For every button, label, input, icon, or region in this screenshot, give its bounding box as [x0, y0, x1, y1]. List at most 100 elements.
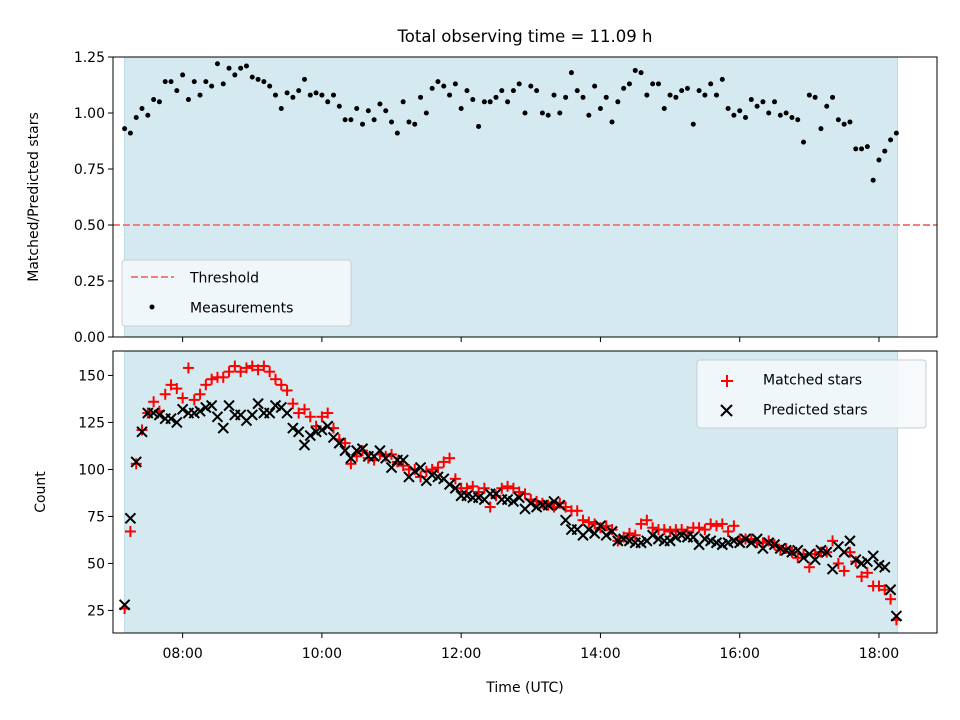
measurement-point [806, 92, 812, 98]
matched-star-point [519, 488, 531, 500]
measurement-point [435, 79, 441, 85]
figure-title: Total observing time = 11.09 h [397, 27, 653, 46]
predicted-star-point [867, 550, 879, 562]
predicted-star-point [333, 437, 346, 449]
predicted-star-point [356, 443, 369, 455]
measurement-point [180, 72, 186, 78]
count-y-tick-label: 150 [78, 368, 105, 384]
matched-star-point [780, 542, 792, 554]
measurement-point [191, 79, 197, 85]
count-x-tick-label: 10:00 [302, 646, 342, 662]
predicted-star-point [321, 420, 334, 432]
matched-star-point [873, 580, 885, 592]
count-x-tick-label: 14:00 [580, 646, 620, 662]
measurement-point [481, 99, 487, 105]
measurement-point [331, 92, 337, 98]
measurement-point [394, 130, 400, 136]
matched-star-point [856, 571, 868, 583]
matched-star-point [484, 501, 496, 513]
matched-star-point [449, 473, 461, 485]
measurement-point [377, 101, 383, 107]
matched-star-point [293, 407, 305, 419]
measurement-point [777, 112, 783, 118]
measurement-point [255, 76, 261, 82]
predicted-legend-label: Predicted stars [763, 403, 868, 419]
measurement-point [476, 123, 482, 129]
predicted-star-point [380, 452, 392, 464]
matched-star-point [699, 524, 711, 536]
matched-star-point [136, 424, 148, 436]
matched-star-point [206, 373, 218, 385]
matched-star-point [339, 437, 351, 449]
measurement-point [597, 106, 603, 112]
measurement-point [772, 99, 778, 105]
predicted-star-point [153, 409, 166, 421]
matched-stars-points [119, 360, 902, 626]
measurement-point [516, 81, 522, 87]
matched-star-point [577, 514, 589, 526]
measurement-point [557, 110, 563, 116]
measurement-point [545, 112, 551, 118]
ratio-y-tick-label: 0.00 [74, 330, 105, 346]
predicted-star-point [345, 452, 357, 464]
measurement-point [325, 99, 331, 105]
predicted-star-point [281, 407, 293, 419]
measurement-point [812, 94, 818, 100]
ratio-y-tick-label: 0.50 [74, 218, 105, 234]
matched-star-point [159, 388, 171, 400]
measurement-point [638, 70, 644, 76]
matched-star-point [426, 463, 438, 475]
count-y-tick-label: 100 [78, 462, 105, 478]
measurement-points [122, 61, 899, 183]
predicted-star-point [298, 439, 311, 451]
matched-star-point [130, 458, 142, 470]
matched-star-point [803, 561, 815, 573]
measurement-point [650, 81, 656, 87]
predicted-star-point [252, 397, 264, 410]
matched-star-point [171, 383, 183, 395]
measurement-point [673, 94, 679, 100]
measurement-point [336, 103, 342, 109]
count-y-tick-label: 75 [87, 509, 105, 525]
measurement-point [296, 88, 302, 94]
measurement-point [893, 130, 899, 136]
predicted-star-point [513, 491, 525, 504]
ratio-y-tick-label: 1.25 [74, 50, 105, 66]
matched-star-point [258, 360, 270, 372]
measurement-point [290, 94, 296, 100]
measurement-point [232, 72, 238, 78]
predicted-star-point [548, 495, 560, 508]
measurement-point [272, 92, 278, 98]
matched-star-point [165, 379, 177, 391]
measurement-point [876, 157, 882, 163]
matched-star-point [844, 546, 856, 558]
matched-star-point [606, 524, 618, 536]
matched-star-point [298, 403, 310, 415]
ratio-y-axis-label: Matched/Predicted stars [26, 112, 42, 282]
matched-star-point [716, 518, 728, 530]
measurements-legend-swatch [149, 304, 155, 310]
matched-star-point [827, 535, 839, 547]
measurement-point [841, 121, 847, 127]
matched-star-point [182, 362, 194, 374]
count-panel: 25 50 75 100 125 150 08:00 10:00 12:00 14:00 16:0… [33, 350, 938, 696]
measurement-point [563, 94, 569, 100]
matched-star-point [641, 514, 653, 526]
predicted-star-point [542, 499, 554, 511]
matched-star-point [322, 407, 334, 419]
predicted-star-point [850, 553, 862, 566]
matched-star-point [148, 396, 160, 408]
measurement-point [400, 99, 406, 105]
measurement-point [551, 92, 557, 98]
matched-star-point [728, 520, 740, 532]
measurement-point [429, 85, 435, 91]
measurement-point [278, 106, 284, 112]
matched-star-point [513, 486, 525, 498]
measurement-point [609, 119, 615, 125]
predicted-star-point [339, 444, 351, 457]
measurement-point [830, 94, 836, 100]
measurement-point [122, 126, 128, 132]
matched-star-point [757, 537, 769, 549]
measurement-point [452, 81, 458, 87]
predicted-star-point [176, 403, 189, 415]
